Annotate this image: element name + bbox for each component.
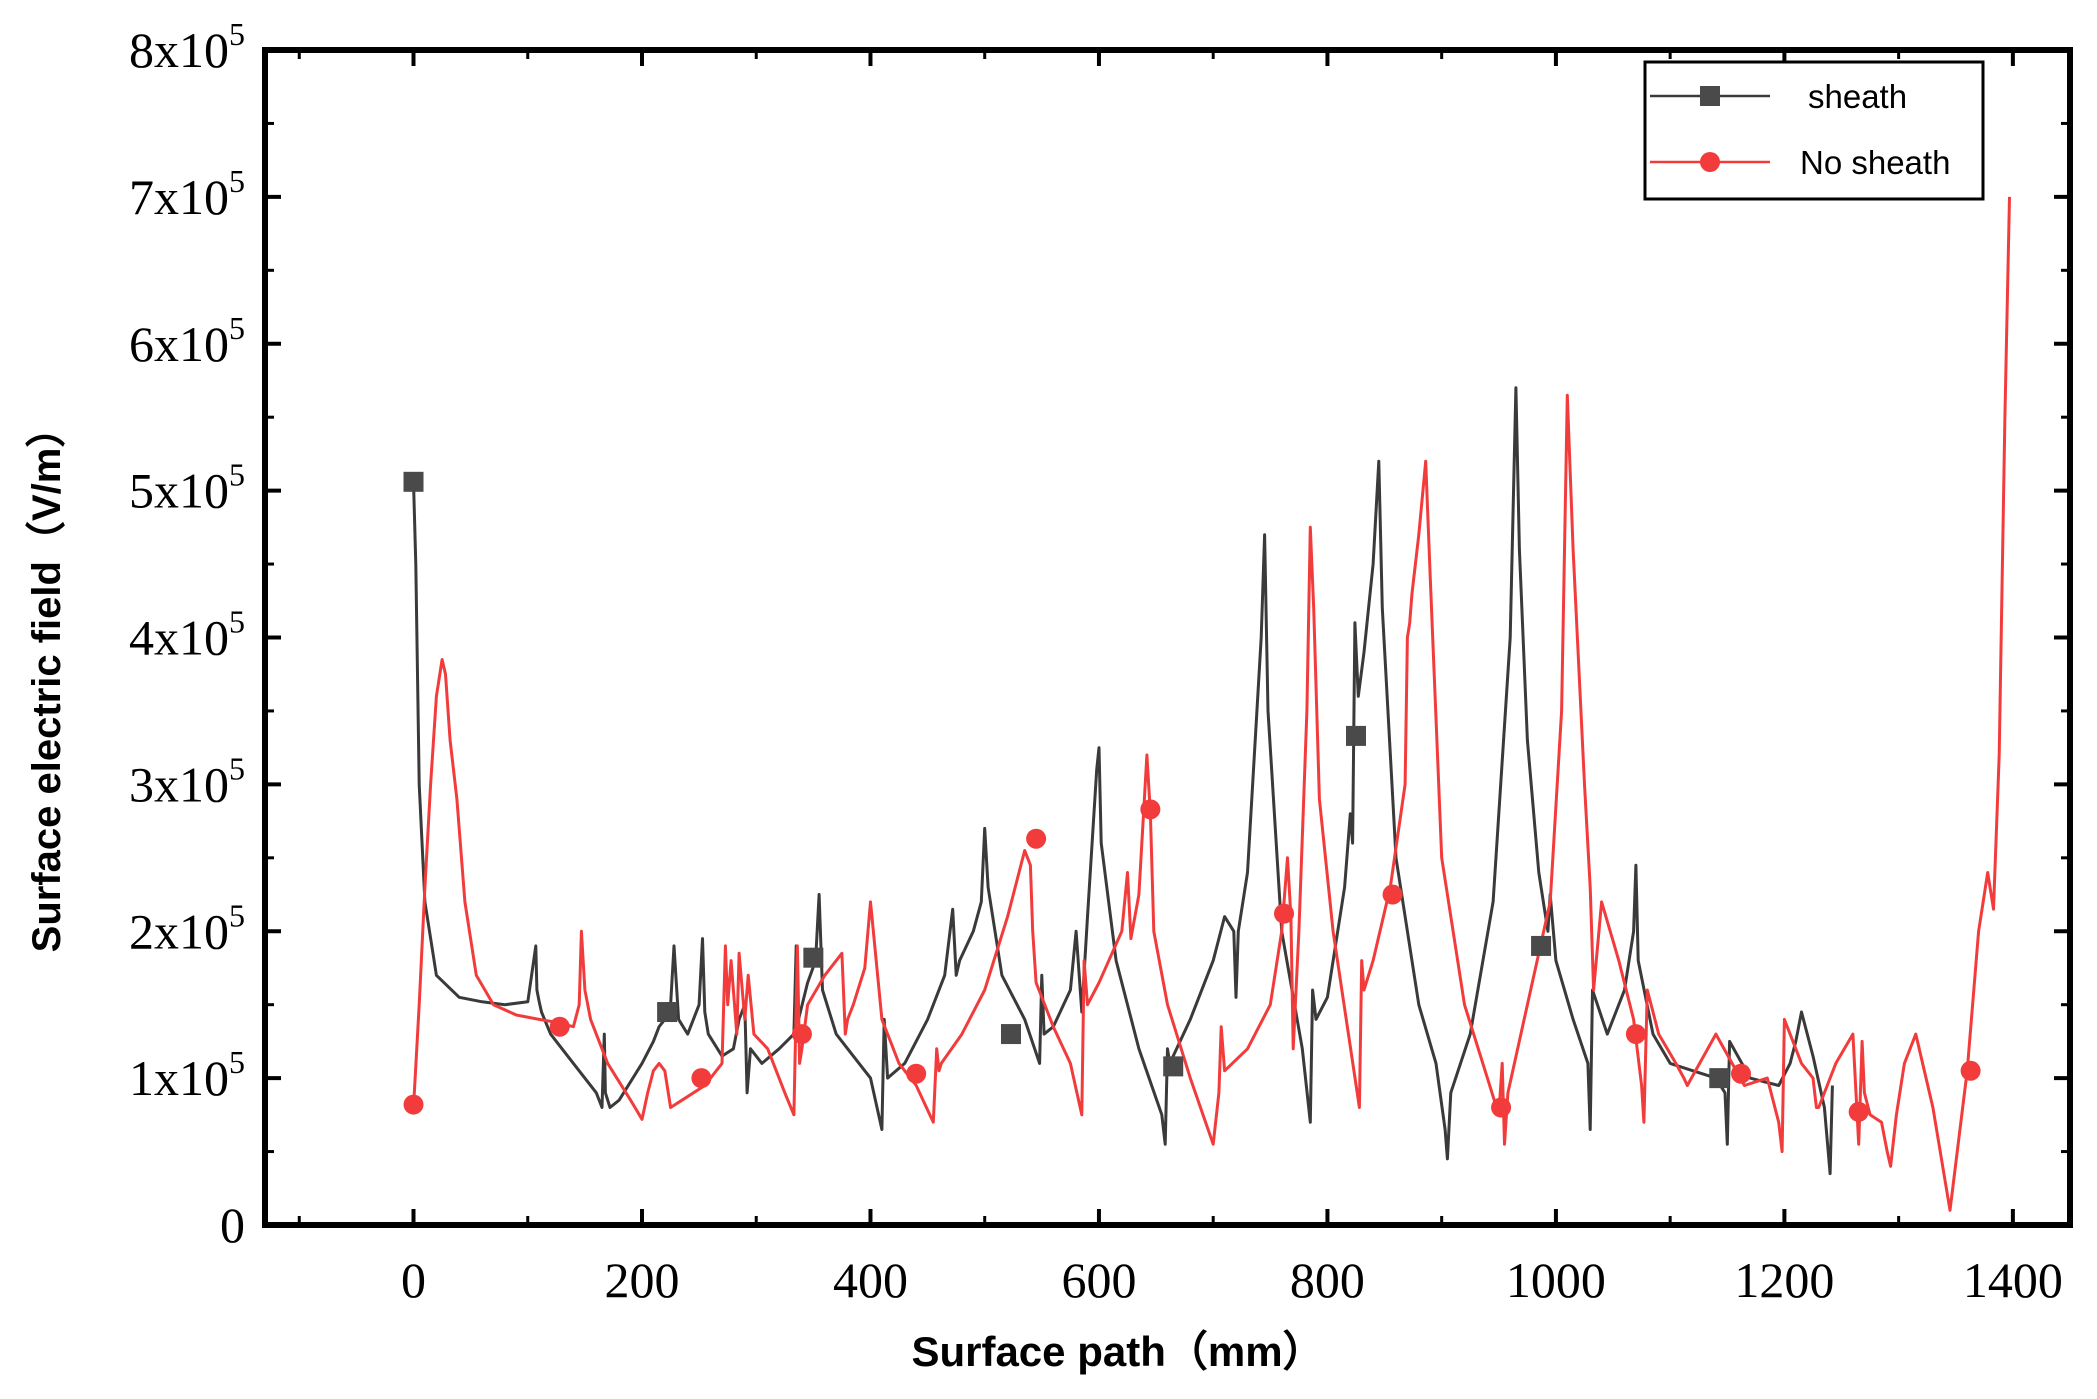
y-tick-label: 2x105	[129, 897, 245, 959]
data-point-no-sheath	[691, 1068, 712, 1089]
data-point-no-sheath	[403, 1094, 424, 1115]
y-tick-label: 6x105	[129, 310, 245, 372]
legend-marker-sheath	[1700, 86, 1720, 106]
data-point-no-sheath	[1274, 903, 1295, 924]
x-tick-label: 0	[401, 1252, 426, 1308]
axis-ticks-layer	[265, 48, 2070, 1227]
data-point-sheath	[1709, 1068, 1730, 1089]
data-point-no-sheath	[906, 1063, 927, 1084]
legend-marker-no-sheath	[1700, 152, 1720, 172]
x-tick-label: 800	[1290, 1252, 1365, 1308]
data-point-no-sheath	[1960, 1060, 1981, 1081]
x-tick-label: 600	[1061, 1252, 1136, 1308]
y-axis-title: Surface electric field（V/m）	[25, 408, 69, 953]
data-point-no-sheath	[1625, 1024, 1646, 1045]
data-point-no-sheath	[1140, 799, 1161, 820]
legend-label-sheath: sheath	[1808, 78, 1907, 115]
data-point-no-sheath	[1491, 1097, 1512, 1118]
legend-box	[1643, 60, 1985, 201]
legend-label-no-sheath: No sheath	[1800, 144, 1950, 181]
y-tick-label: 8x105	[129, 16, 245, 78]
x-axis-title: Surface path（mm）	[911, 1328, 1324, 1375]
data-point-no-sheath	[791, 1024, 812, 1045]
x-tick-label: 400	[833, 1252, 908, 1308]
y-tick-label: 7x105	[129, 163, 245, 225]
y-tick-label: 1x105	[129, 1044, 245, 1106]
data-point-no-sheath	[1026, 828, 1047, 849]
data-point-no-sheath	[1848, 1101, 1869, 1122]
y-tick-label: 0	[220, 1197, 245, 1253]
y-tick-label: 4x105	[129, 604, 245, 666]
x-tick-label: 1400	[1963, 1252, 2063, 1308]
x-tick-label: 1200	[1734, 1252, 1834, 1308]
x-tick-label: 200	[604, 1252, 679, 1308]
data-point-sheath	[403, 471, 424, 492]
legend: sheath No sheath	[1643, 60, 1985, 201]
data-point-sheath	[657, 1002, 678, 1023]
data-point-sheath	[803, 947, 824, 968]
data-point-no-sheath	[1730, 1063, 1751, 1084]
series-line-no-sheath	[412, 196, 2011, 1212]
y-tick-label: 3x105	[129, 750, 245, 812]
x-tick-label: 1000	[1506, 1252, 1606, 1308]
data-point-no-sheath	[549, 1016, 570, 1037]
tick-labels-layer: 0 200 400 600 800 1000 1200 1400 0 1x105 2x105 3x10…	[129, 16, 2063, 1308]
data-point-sheath	[1000, 1024, 1021, 1045]
series-line-sheath	[412, 386, 1834, 1176]
plot-series-layer	[412, 196, 2011, 1212]
plot-markers-layer	[403, 471, 1981, 1122]
data-point-sheath	[1345, 725, 1366, 746]
data-point-sheath	[1531, 935, 1552, 956]
data-point-sheath	[1163, 1056, 1184, 1077]
y-tick-label: 5x105	[129, 457, 245, 519]
data-point-no-sheath	[1382, 884, 1403, 905]
